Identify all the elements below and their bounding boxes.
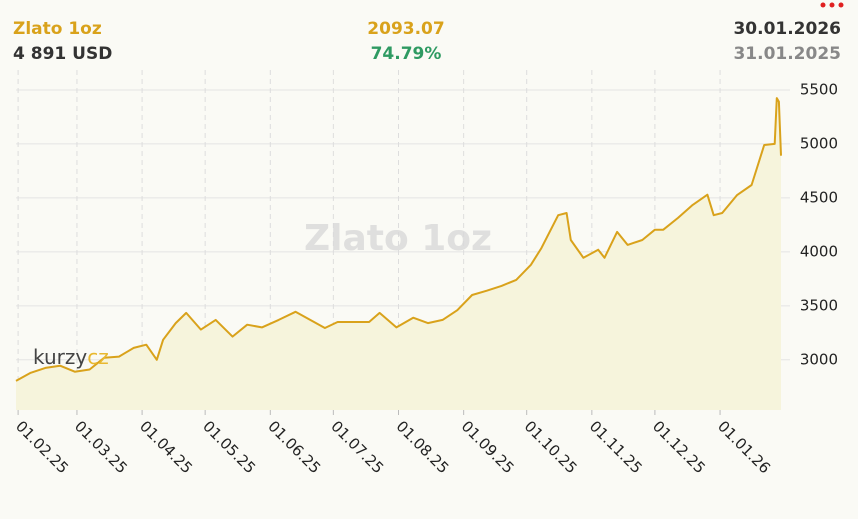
logo: kurzycz — [33, 345, 109, 369]
line — [15, 97, 782, 382]
logo-main: kurzy — [33, 345, 87, 369]
area — [16, 98, 781, 410]
watermark: Zlato 1oz — [304, 218, 492, 259]
y-tick-label: 5000 — [800, 134, 838, 152]
y-tick-label: 3500 — [800, 296, 838, 314]
change-percent: 74.79% — [371, 44, 442, 64]
y-tick-label: 4000 — [800, 242, 838, 260]
start-date: 31.01.2025 — [733, 44, 841, 64]
y-tick-label: 3000 — [800, 350, 838, 368]
end-date: 30.01.2026 — [733, 19, 841, 39]
logo-accent: cz — [87, 345, 109, 369]
y-tick-label: 4500 — [800, 188, 838, 206]
chart-title: Zlato 1oz — [13, 19, 102, 39]
y-tick-label: 5500 — [800, 80, 838, 98]
change-value: 2093.07 — [367, 19, 444, 39]
menu-icon[interactable] — [820, 2, 844, 8]
current-value: 4 891 USD — [13, 44, 112, 64]
